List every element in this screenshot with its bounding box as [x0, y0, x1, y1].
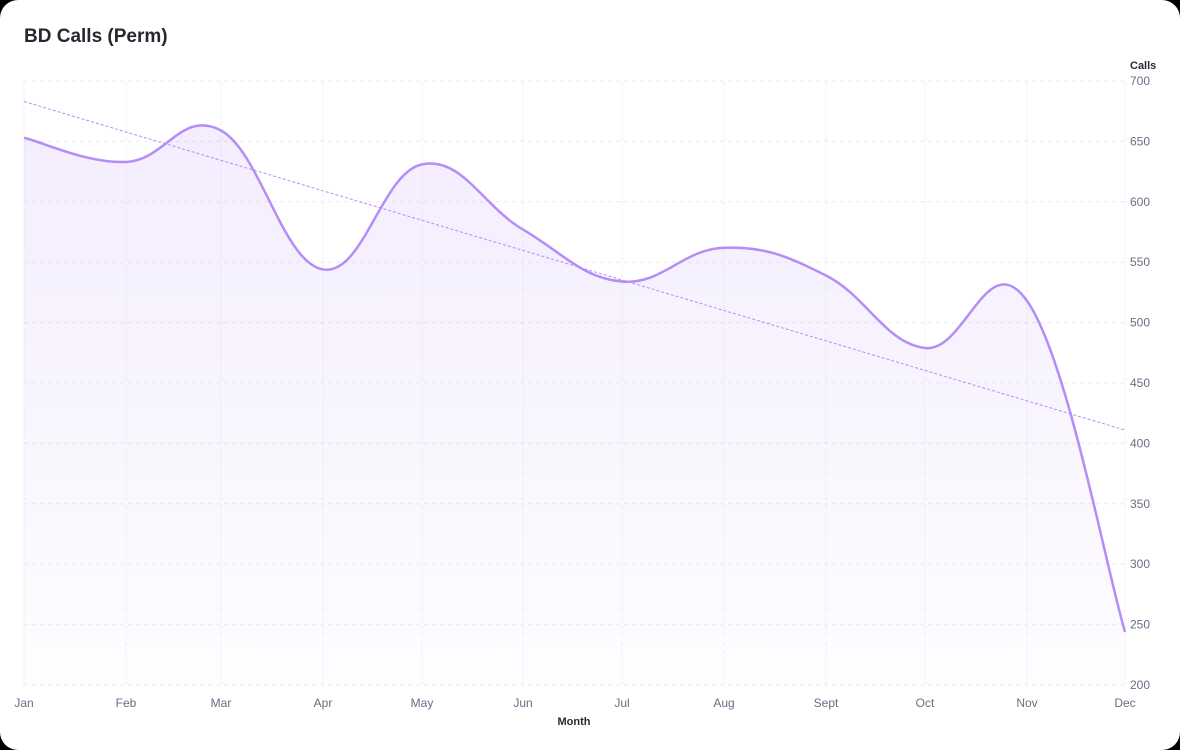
y-tick-label: 600: [1130, 195, 1150, 209]
y-tick-label: 700: [1130, 74, 1150, 88]
x-tick-label: Jul: [614, 696, 629, 710]
x-tick-label: Dec: [1114, 696, 1135, 710]
x-tick-label: Apr: [314, 696, 333, 710]
chart-title: BD Calls (Perm): [24, 26, 168, 47]
trend-line: [23, 101, 1126, 431]
x-tick-label: Sept: [814, 696, 839, 710]
x-axis-label: Month: [558, 716, 591, 728]
area-fill: [24, 125, 1125, 686]
y-tick-label: 450: [1130, 376, 1150, 390]
x-tick-label: Feb: [116, 696, 137, 710]
y-axis-label: Calls: [1130, 60, 1156, 72]
x-tick-label: Oct: [916, 696, 935, 710]
calls-line: [23, 124, 1127, 633]
y-tick-label: 300: [1130, 557, 1150, 571]
x-tick-label: Aug: [713, 696, 734, 710]
y-tick-label: 400: [1130, 436, 1150, 450]
y-tick-label: 550: [1130, 255, 1150, 269]
x-tick-label: Mar: [211, 696, 232, 710]
y-tick-label: 650: [1130, 134, 1150, 148]
y-tick-label: 500: [1130, 316, 1150, 330]
x-tick-label: Jun: [513, 696, 532, 710]
x-tick-label: Nov: [1016, 696, 1037, 710]
x-tick-label: Jan: [14, 696, 33, 710]
y-tick-label: 250: [1130, 618, 1150, 632]
x-tick-label: May: [411, 696, 434, 710]
y-tick-label: 350: [1130, 497, 1150, 511]
y-tick-label: 200: [1130, 678, 1150, 692]
